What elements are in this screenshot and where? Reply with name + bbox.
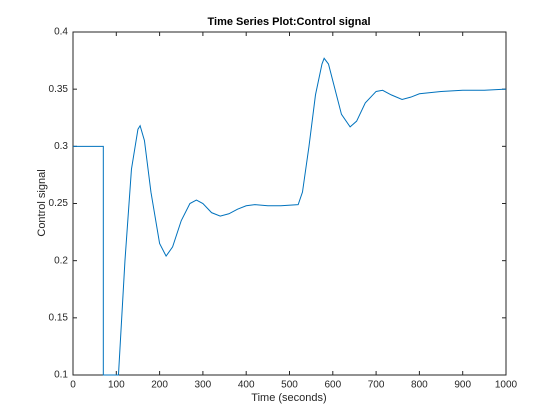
x-tick-label: 500 [281,380,298,391]
x-tick-label: 0 [70,380,76,391]
x-tick-label: 100 [108,380,125,391]
x-tick-label: 200 [151,380,168,391]
y-tick-label: 0.3 [54,141,68,152]
y-tick-label: 0.2 [54,255,68,266]
y-tick-label: 0.15 [49,312,69,323]
x-tick-label: 600 [324,380,341,391]
x-tick-label: 400 [238,380,255,391]
y-tick-label: 0.25 [49,198,69,209]
x-axis-label: Time (seconds) [251,392,326,404]
y-tick-label: 0.35 [49,84,69,95]
y-tick-label: 0.1 [54,370,68,381]
x-tick-label: 700 [368,380,385,391]
x-tick-label: 1000 [495,380,518,391]
x-tick-label: 800 [411,380,428,391]
y-axis-label: Control signal [36,169,48,236]
chart-title: Time Series Plot:Control signal [208,16,371,28]
x-tick-label: 300 [195,380,212,391]
data-line [73,57,507,376]
x-tick-label: 900 [454,380,471,391]
y-tick-label: 0.4 [54,27,68,38]
axes-box [72,31,507,376]
